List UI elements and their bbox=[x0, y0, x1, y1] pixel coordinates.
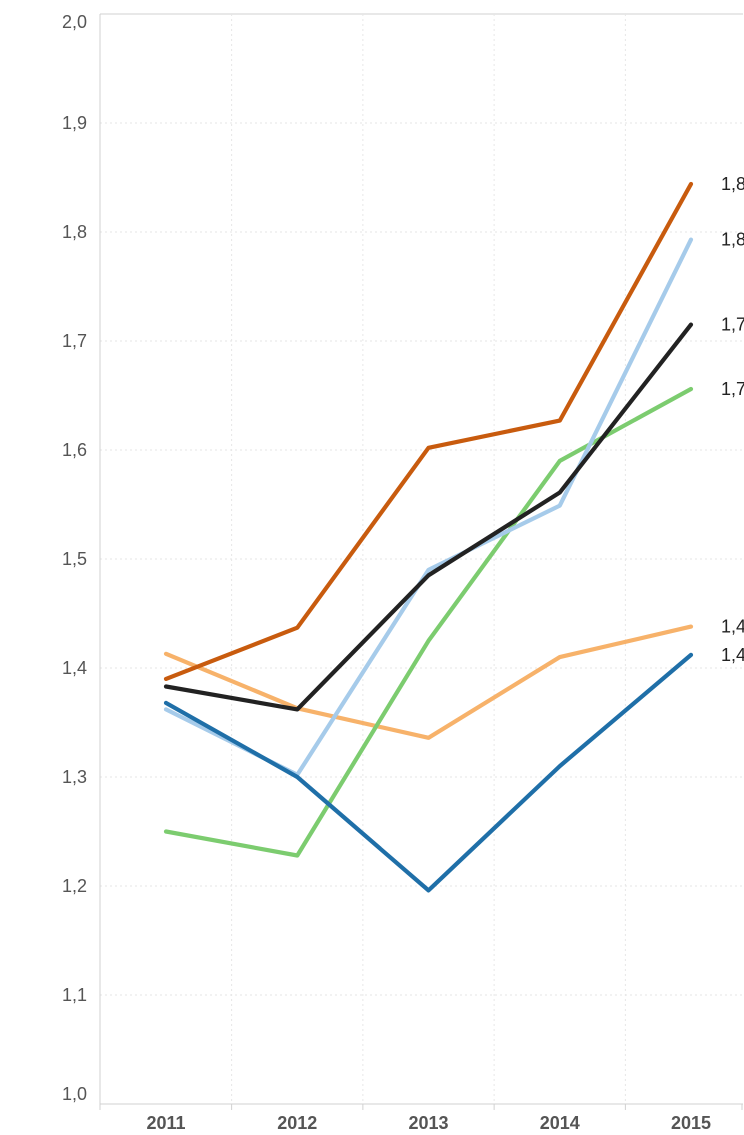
series-end-label: 1,4 bbox=[721, 617, 744, 637]
series-line bbox=[163, 237, 694, 777]
series-end-label: 1,4 bbox=[721, 645, 744, 665]
series-line bbox=[163, 181, 694, 682]
series-line bbox=[163, 386, 694, 858]
series-end-label: 1,7 bbox=[721, 379, 744, 399]
y-tick-label: 1,5 bbox=[62, 549, 87, 569]
series-end-label: 1,7 bbox=[721, 315, 744, 335]
y-tick-label: 2,0 bbox=[62, 12, 87, 32]
y-tick-label: 1,7 bbox=[62, 331, 87, 351]
series-end-label: 1,8 bbox=[721, 174, 744, 194]
x-tick-label: 2015 bbox=[671, 1113, 711, 1133]
series-line bbox=[163, 322, 694, 712]
series-end-label: 1,8 bbox=[721, 230, 744, 250]
y-tick-label: 1,9 bbox=[62, 113, 87, 133]
y-tick-label: 1,4 bbox=[62, 658, 87, 678]
x-tick-label: 2011 bbox=[146, 1113, 185, 1133]
y-tick-label: 1,3 bbox=[62, 767, 87, 787]
x-tick-label: 2013 bbox=[408, 1113, 448, 1133]
x-tick-label: 2012 bbox=[277, 1113, 317, 1133]
y-tick-label: 1,2 bbox=[62, 876, 87, 896]
y-tick-label: 1,1 bbox=[62, 985, 87, 1005]
y-tick-label: 1,0 bbox=[62, 1084, 87, 1104]
series-line bbox=[163, 624, 694, 740]
y-tick-label: 1,6 bbox=[62, 440, 87, 460]
series-line bbox=[163, 652, 694, 893]
y-tick-label: 1,8 bbox=[62, 222, 87, 242]
x-tick-label: 2014 bbox=[540, 1113, 580, 1133]
